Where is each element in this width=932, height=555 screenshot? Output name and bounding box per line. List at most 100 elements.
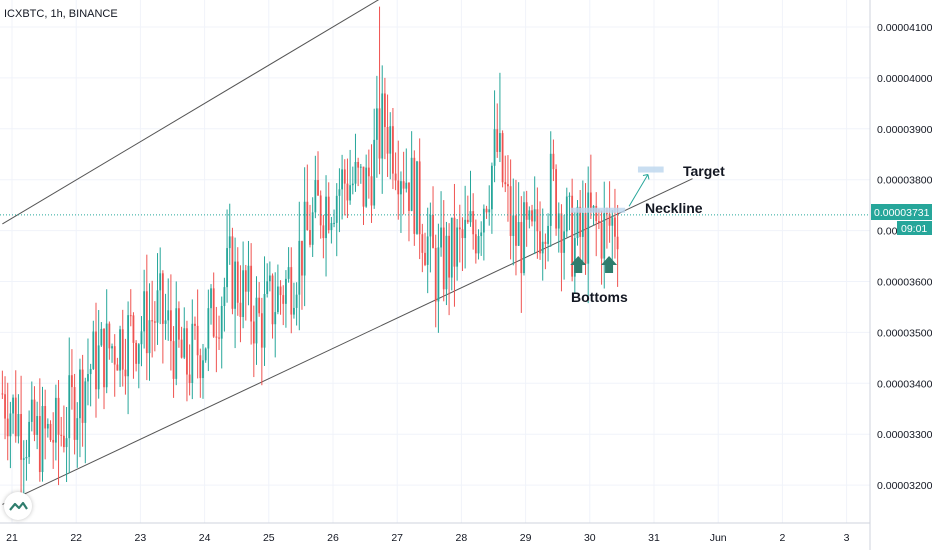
candle-body[interactable] xyxy=(381,93,384,159)
channel-upper-line[interactable] xyxy=(2,0,429,225)
candle-body[interactable] xyxy=(579,206,582,237)
candle-body[interactable] xyxy=(531,210,533,222)
candle-body[interactable] xyxy=(349,185,352,201)
candle-body[interactable] xyxy=(132,315,135,343)
target-zone[interactable] xyxy=(637,166,664,173)
candle-body[interactable] xyxy=(490,165,493,210)
candle-body[interactable] xyxy=(263,294,266,348)
candle-body[interactable] xyxy=(453,217,456,267)
candle-body[interactable] xyxy=(499,133,501,152)
candle-body[interactable] xyxy=(584,212,587,264)
candle-body[interactable] xyxy=(394,173,397,181)
candle-body[interactable] xyxy=(41,406,44,473)
candle-body[interactable] xyxy=(496,129,499,152)
candle-body[interactable] xyxy=(151,320,154,322)
candle-body[interactable] xyxy=(295,294,298,308)
candle-body[interactable] xyxy=(287,267,290,279)
candle-body[interactable] xyxy=(1,393,4,395)
candle-body[interactable] xyxy=(442,227,445,290)
candle-body[interactable] xyxy=(343,169,346,184)
candle-body[interactable] xyxy=(285,278,287,304)
candle-body[interactable] xyxy=(175,308,178,379)
candle-body[interactable] xyxy=(606,213,608,215)
candle-body[interactable] xyxy=(153,321,156,323)
candle-body[interactable] xyxy=(595,205,598,222)
candle-body[interactable] xyxy=(346,183,349,201)
candle-body[interactable] xyxy=(488,209,491,213)
candle-body[interactable] xyxy=(202,360,204,379)
candle-body[interactable] xyxy=(191,323,194,384)
candle-body[interactable] xyxy=(258,297,261,314)
candle-body[interactable] xyxy=(223,287,226,306)
candle-body[interactable] xyxy=(608,213,611,226)
candle-body[interactable] xyxy=(367,167,370,177)
candle-body[interactable] xyxy=(236,261,239,303)
candle-body[interactable] xyxy=(472,211,475,235)
candle-body[interactable] xyxy=(161,273,164,324)
candle-body[interactable] xyxy=(571,195,574,277)
candle-body[interactable] xyxy=(563,231,566,253)
candle-body[interactable] xyxy=(362,166,365,207)
candle-body[interactable] xyxy=(587,192,590,264)
candle-body[interactable] xyxy=(317,180,319,196)
candle-body[interactable] xyxy=(301,240,303,276)
candle-body[interactable] xyxy=(523,202,525,274)
candle-body[interactable] xyxy=(81,369,84,423)
candle-body[interactable] xyxy=(194,323,196,326)
candle-body[interactable] xyxy=(325,196,327,239)
candle-body[interactable] xyxy=(164,320,167,324)
candle-body[interactable] xyxy=(338,189,341,196)
candle-body[interactable] xyxy=(434,247,437,302)
candle-body[interactable] xyxy=(520,222,523,274)
candle-body[interactable] xyxy=(6,418,9,437)
candle-body[interactable] xyxy=(333,222,335,224)
candle-body[interactable] xyxy=(440,227,442,248)
candle-body[interactable] xyxy=(611,217,614,226)
candle-body[interactable] xyxy=(186,328,188,375)
candle-body[interactable] xyxy=(405,182,408,189)
candle-body[interactable] xyxy=(600,222,603,259)
candle-body[interactable] xyxy=(116,364,119,371)
candle-body[interactable] xyxy=(437,247,440,302)
candle-body[interactable] xyxy=(204,348,207,361)
candle-body[interactable] xyxy=(298,240,301,295)
candle-body[interactable] xyxy=(124,369,127,377)
candle-body[interactable] xyxy=(549,153,552,226)
candle-body[interactable] xyxy=(517,222,520,246)
candle-body[interactable] xyxy=(25,456,28,459)
candle-body[interactable] xyxy=(127,315,129,377)
candle-body[interactable] xyxy=(378,108,381,159)
candle-body[interactable] xyxy=(218,337,220,339)
candle-body[interactable] xyxy=(603,213,606,259)
candle-body[interactable] xyxy=(279,286,282,296)
candle-body[interactable] xyxy=(266,281,269,295)
candle-body[interactable] xyxy=(12,397,14,414)
neckline-zone[interactable] xyxy=(570,207,626,213)
candles[interactable] xyxy=(1,6,619,500)
candle-body[interactable] xyxy=(28,421,31,457)
candle-body[interactable] xyxy=(485,208,488,213)
candle-body[interactable] xyxy=(282,295,285,304)
candle-body[interactable] xyxy=(121,329,124,370)
candle-body[interactable] xyxy=(87,374,89,382)
candle-body[interactable] xyxy=(480,232,483,237)
candle-body[interactable] xyxy=(426,236,429,265)
tradingview-logo[interactable] xyxy=(4,492,32,520)
candle-body[interactable] xyxy=(341,169,343,190)
candle-body[interactable] xyxy=(215,336,218,338)
candle-body[interactable] xyxy=(402,181,405,189)
candle-body[interactable] xyxy=(525,202,528,220)
candle-body[interactable] xyxy=(418,161,421,235)
candle-body[interactable] xyxy=(226,248,228,288)
candle-body[interactable] xyxy=(210,288,212,309)
candle-body[interactable] xyxy=(386,126,389,154)
candle-body[interactable] xyxy=(274,312,277,325)
candle-body[interactable] xyxy=(365,167,368,207)
candle-body[interactable] xyxy=(145,291,148,354)
candle-body[interactable] xyxy=(354,161,357,184)
candle-body[interactable] xyxy=(335,195,338,223)
candle-body[interactable] xyxy=(469,211,472,223)
candle-body[interactable] xyxy=(20,414,22,460)
candle-body[interactable] xyxy=(252,321,255,344)
